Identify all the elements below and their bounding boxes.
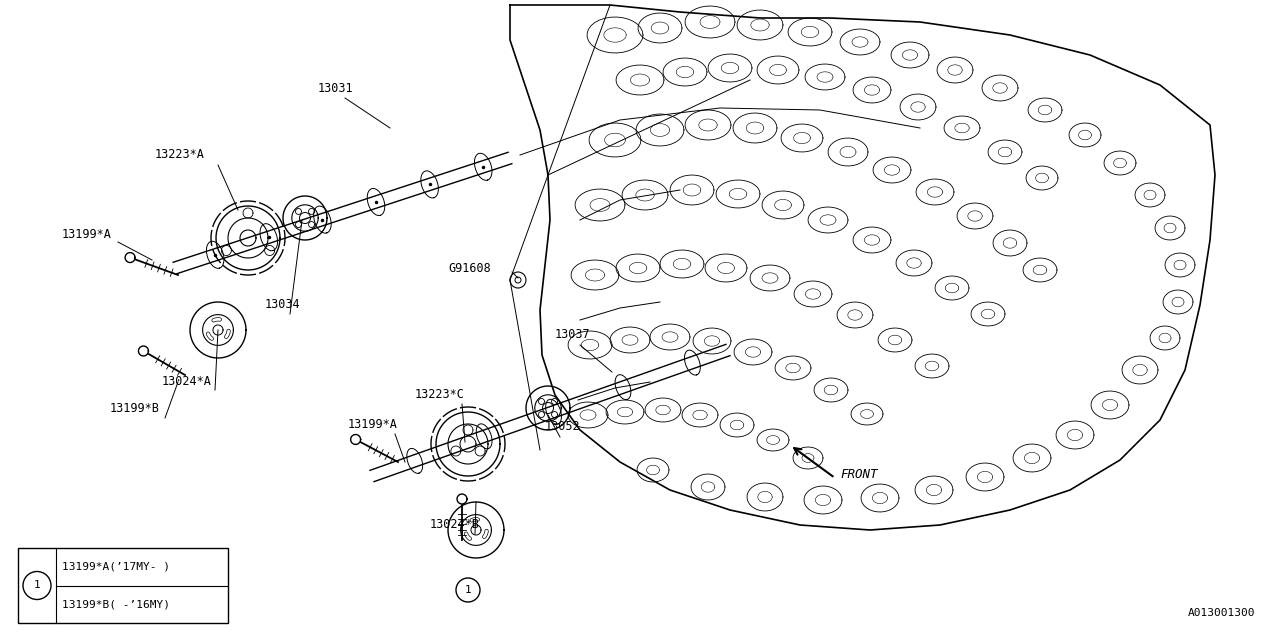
Bar (18, 548, 228, 623)
Text: 13223*C: 13223*C (415, 388, 465, 401)
Text: G91608: G91608 (448, 262, 490, 275)
Text: 13223*A: 13223*A (155, 148, 205, 161)
Text: 13199*A: 13199*A (348, 418, 398, 431)
Text: 13199*B: 13199*B (110, 402, 160, 415)
Text: 13199*A(’17MY- ): 13199*A(’17MY- ) (61, 562, 170, 572)
Text: 13052: 13052 (545, 420, 581, 433)
Text: 13034: 13034 (265, 298, 301, 311)
Text: A013001300: A013001300 (1188, 608, 1254, 618)
Text: 1: 1 (33, 580, 41, 591)
Text: FRONT: FRONT (840, 468, 878, 481)
Text: 13199*A: 13199*A (61, 228, 111, 241)
Text: 13037: 13037 (556, 328, 590, 341)
Text: 13031: 13031 (317, 82, 353, 95)
Text: 13024*B: 13024*B (430, 518, 480, 531)
Text: 13199*B( -’16MY): 13199*B( -’16MY) (61, 599, 170, 609)
Text: 1: 1 (465, 585, 471, 595)
Text: 13024*A: 13024*A (163, 375, 212, 388)
